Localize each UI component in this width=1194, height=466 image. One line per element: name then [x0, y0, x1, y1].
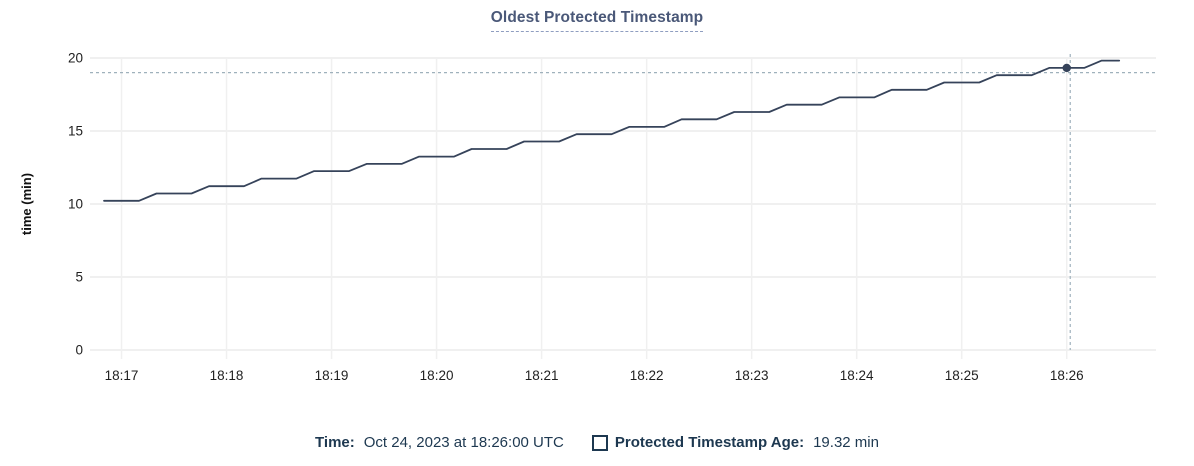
y-tick-label: 5: [75, 270, 83, 285]
chart-title-wrap: Oldest Protected Timestamp: [0, 9, 1194, 32]
series-line-protected-timestamp-age: [103, 59, 1121, 202]
y-axis-title: time (min): [19, 173, 34, 235]
x-tick-label: 18:24: [840, 368, 874, 383]
series-label: Protected Timestamp Age:: [614, 434, 805, 451]
series-swatch-icon: [591, 434, 608, 451]
x-tick-label: 18:20: [420, 368, 454, 383]
x-tick-label: 18:19: [315, 368, 349, 383]
cursor-time-readout: Time: Oct 24, 2023 at 18:26:00 UTC: [315, 434, 564, 451]
time-label: Time:: [315, 434, 355, 451]
series-value: 19.32 min: [813, 434, 879, 451]
x-tick-label: 18:22: [630, 368, 664, 383]
y-tick-label: 15: [68, 124, 83, 139]
time-value: Oct 24, 2023 at 18:26:00 UTC: [363, 434, 564, 451]
y-tick-label: 0: [75, 343, 83, 358]
legend-item-protected-timestamp-age[interactable]: Protected Timestamp Age: 19.32 min: [591, 434, 879, 451]
x-tick-label: 18:23: [735, 368, 769, 383]
x-tick-label: 18:26: [1050, 368, 1084, 383]
highlighted-data-point: [1062, 63, 1071, 73]
x-tick-label: 18:25: [945, 368, 979, 383]
x-tick-label: 18:21: [525, 368, 559, 383]
y-tick-label: 20: [68, 51, 83, 66]
chart-footer-legend: Time: Oct 24, 2023 at 18:26:00 UTC Prote…: [0, 434, 1194, 451]
x-tick-label: 18:17: [105, 368, 139, 383]
chart-title[interactable]: Oldest Protected Timestamp: [490, 9, 704, 32]
x-tick-label: 18:18: [210, 368, 244, 383]
y-tick-label: 10: [68, 197, 83, 212]
